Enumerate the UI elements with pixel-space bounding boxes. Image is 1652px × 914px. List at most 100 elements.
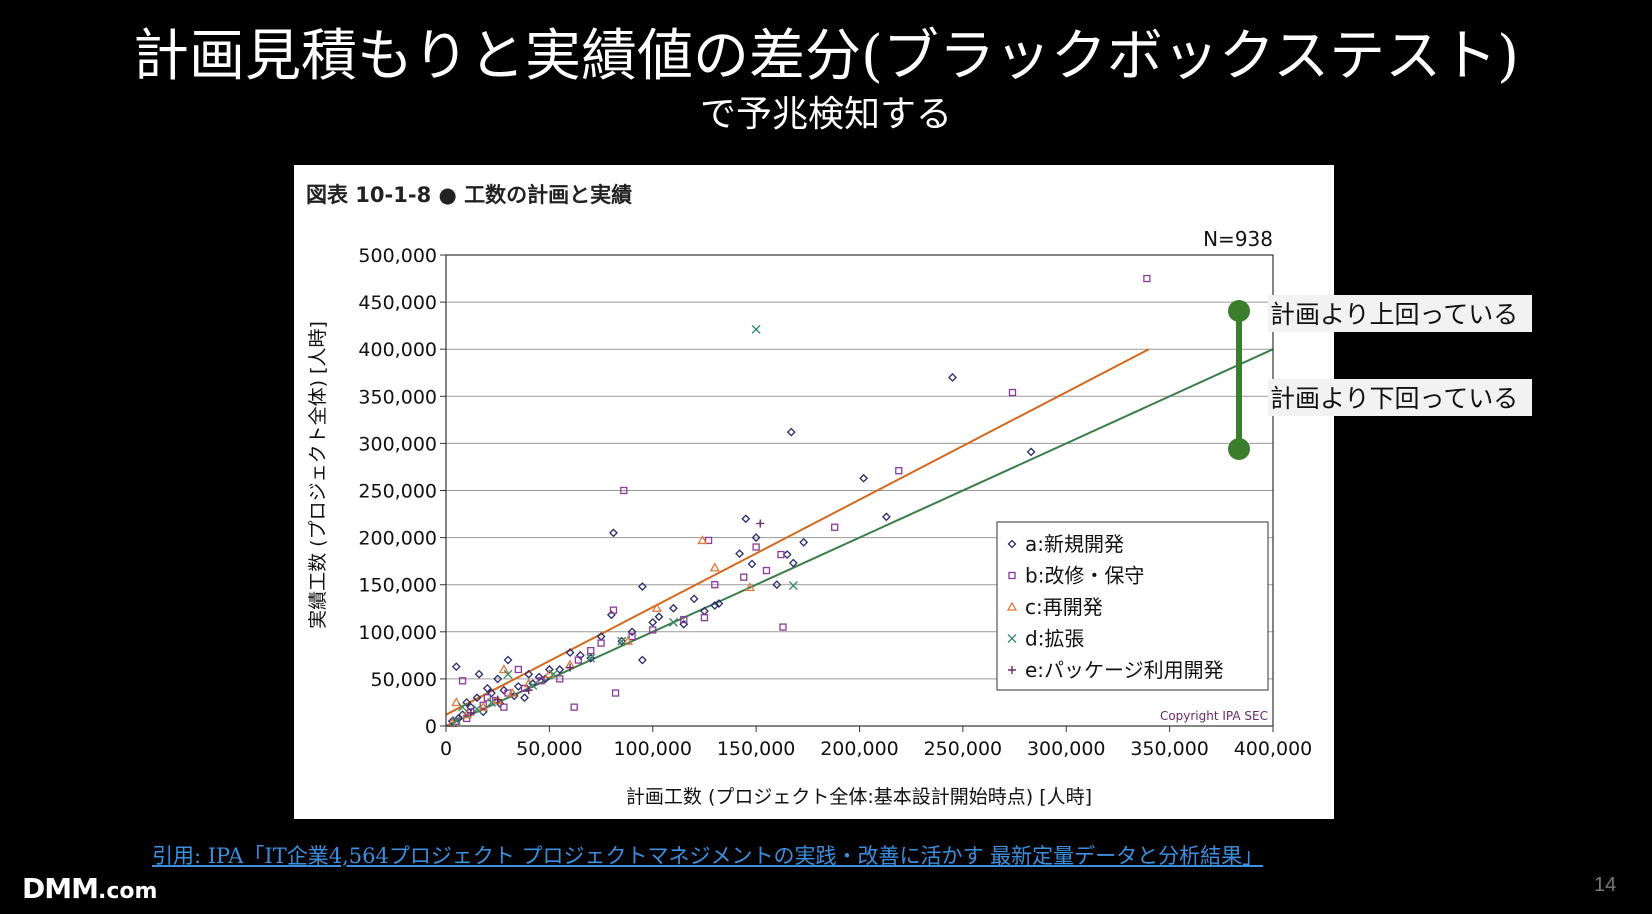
data-point	[611, 689, 620, 697]
data-point	[520, 684, 529, 692]
data-point	[627, 627, 637, 637]
y-tick-label: 500,000	[358, 245, 437, 267]
data-point	[649, 626, 657, 634]
data-point	[648, 617, 658, 627]
legend-marker	[1007, 634, 1017, 643]
data-point	[606, 610, 616, 620]
data-point	[549, 669, 559, 679]
data-point	[556, 675, 564, 683]
data-point	[537, 677, 545, 685]
y-tick-label: 50,000	[371, 669, 437, 691]
data-point	[762, 566, 771, 575]
slide-title: 計画見積もりと実績値の差分(ブラックボックステスト)	[132, 24, 1519, 89]
x-tick-label: 0	[440, 738, 452, 760]
data-point	[747, 559, 757, 569]
data-point	[528, 680, 538, 690]
y-tick-label: 350,000	[358, 386, 437, 408]
legend-box	[996, 521, 1269, 691]
data-point	[509, 691, 519, 701]
plot-frame	[445, 254, 1274, 727]
data-point	[779, 623, 787, 631]
data-point	[669, 603, 678, 613]
data-point	[565, 648, 575, 657]
legend-label: d:拡張	[1025, 627, 1084, 651]
data-point	[628, 632, 636, 641]
data-point	[544, 665, 554, 674]
legend-label: b:改修・保守	[1025, 564, 1144, 588]
data-point	[466, 708, 475, 717]
data-point	[447, 716, 457, 726]
data-point	[500, 703, 508, 711]
data-point	[622, 635, 634, 645]
data-point	[948, 373, 957, 382]
data-point	[788, 581, 798, 591]
bracket-top-dot	[1228, 300, 1250, 322]
data-point	[451, 715, 461, 725]
data-point	[689, 594, 699, 604]
data-point	[782, 550, 792, 559]
data-point	[574, 656, 582, 664]
data-point	[534, 672, 544, 682]
data-point	[586, 653, 596, 663]
data-point	[668, 617, 678, 627]
data-point	[487, 688, 496, 698]
data-point	[520, 693, 529, 703]
data-point	[751, 533, 761, 543]
bracket-bottom-dot	[1228, 438, 1250, 460]
x-tick-label: 150,000	[717, 738, 796, 760]
citation-link[interactable]: 引用: IPA「IT企業4,564プロジェクト プロジェクトマネジメントの実践・…	[152, 844, 1264, 868]
x-tick-label: 100,000	[613, 738, 692, 760]
data-point	[609, 606, 618, 614]
data-point	[617, 636, 627, 646]
data-point	[586, 653, 596, 663]
data-point	[566, 663, 575, 672]
x-tick-label: 200,000	[820, 738, 899, 760]
data-point	[714, 599, 724, 608]
n-label: N=938	[1203, 227, 1273, 251]
data-point	[751, 324, 761, 334]
data-point	[472, 693, 482, 703]
data-point	[472, 704, 482, 714]
y-tick-label: 150,000	[358, 575, 437, 597]
annotation-lower: 計画より下回っている	[1270, 384, 1518, 413]
trend-line	[445, 348, 1150, 716]
data-point	[710, 601, 720, 610]
legend-label: e:パッケージ利用開発	[1025, 658, 1224, 682]
data-point	[620, 486, 628, 495]
y-tick-label: 400,000	[358, 339, 437, 361]
data-point	[451, 662, 461, 672]
data-point	[700, 614, 709, 622]
data-point	[799, 537, 809, 547]
chart-title: 図表 10-1-8 ● 工数の計画と実績	[306, 183, 632, 207]
data-point	[617, 636, 627, 646]
data-point	[777, 550, 785, 559]
x-tick-label: 300,000	[1027, 738, 1106, 760]
data-point	[1143, 274, 1151, 283]
data-point	[493, 674, 503, 684]
data-point	[651, 602, 663, 612]
data-point	[704, 536, 713, 545]
data-point	[741, 514, 751, 524]
data-point	[483, 694, 492, 702]
data-point	[654, 612, 664, 622]
logo-text: DMM	[22, 872, 99, 905]
data-point	[462, 698, 472, 707]
data-point	[463, 714, 471, 723]
y-axis-label: 実績工数 (プロジェクト全体) [人時]	[307, 321, 329, 629]
data-point	[1008, 388, 1017, 397]
data-point	[451, 697, 462, 707]
x-axis-label: 計画工数 (プロジェクト全体:基本設計開始時点) [人時]	[626, 786, 1092, 808]
data-point	[756, 519, 765, 528]
data-point	[570, 703, 578, 711]
data-point	[458, 702, 468, 712]
dmm-logo: DMM.com	[22, 872, 157, 905]
data-point	[575, 650, 585, 660]
data-point	[478, 701, 489, 711]
data-point	[752, 543, 760, 551]
data-point	[788, 558, 798, 568]
data-point	[493, 695, 502, 704]
data-point	[709, 562, 720, 572]
y-tick-label: 250,000	[358, 481, 437, 503]
data-point	[524, 669, 534, 679]
